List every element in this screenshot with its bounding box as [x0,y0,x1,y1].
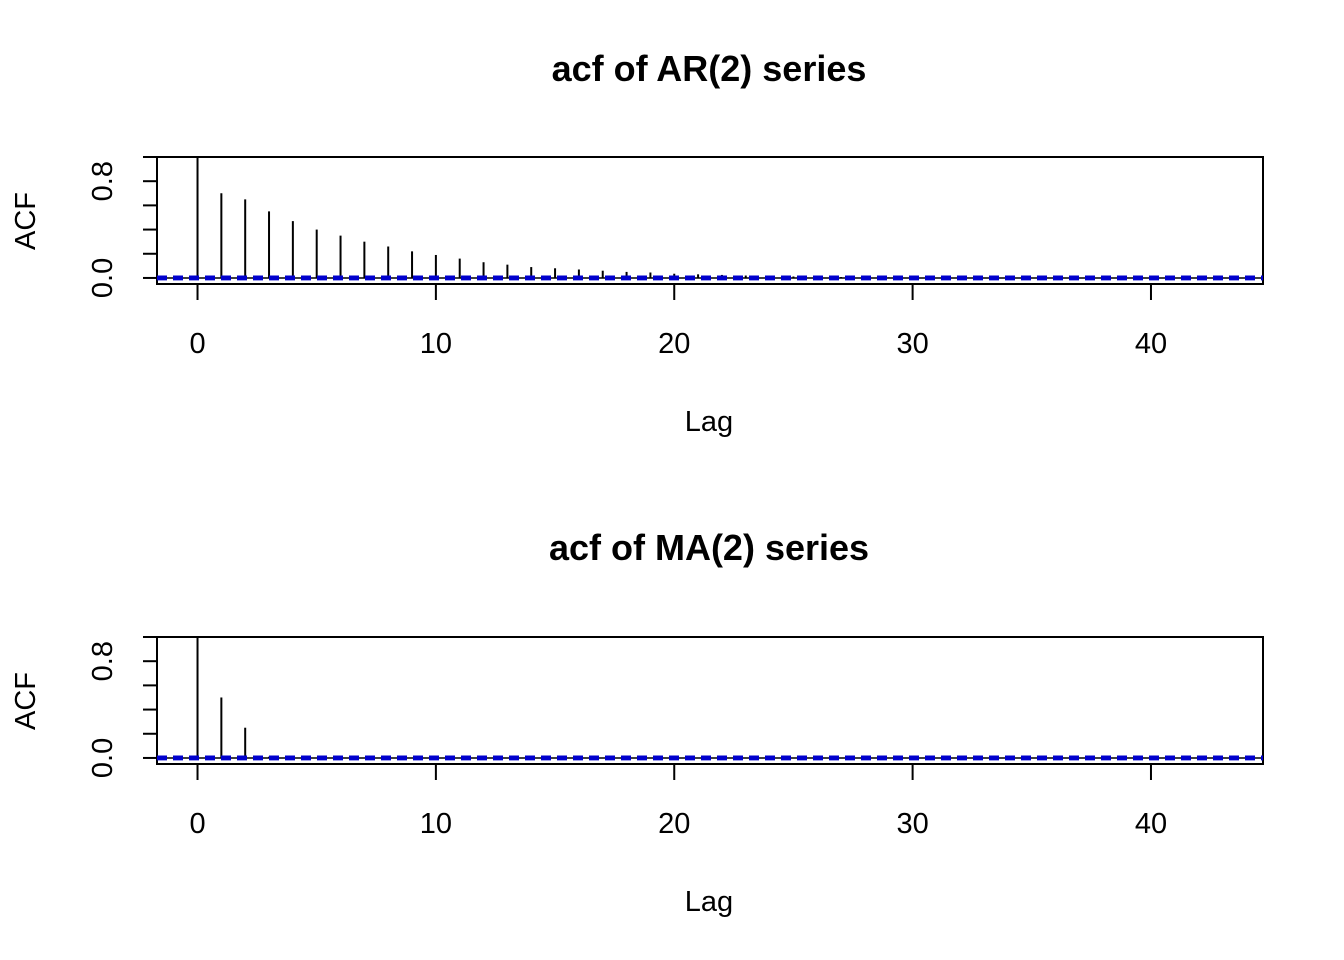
ma2-acf-panel: acf of MA(2) series Lag ACF 0.0 0.8 0 10 20 3… [10,527,1264,918]
ar2-chart-title: acf of AR(2) series [552,48,867,89]
ma2-plot-area: 0.0 0.8 0 10 20 30 40 [87,636,1264,840]
ar2-x-tick-label: 20 [658,328,690,360]
ma2-x-tick-label: 0 [189,808,205,840]
ma2-y-tick-label: 0.8 [87,641,119,681]
ma2-x-axis-label: Lag [685,886,733,918]
ar2-x-axis-label: Lag [685,406,733,438]
ar2-plot-frame [156,156,1264,285]
ar2-acf-panel: acf of AR(2) series Lag ACF 0.0 0.8 0 10 20 3… [10,48,1264,438]
ma2-x-tick-label: 40 [1135,808,1167,840]
ma2-x-tick-label: 30 [896,808,928,840]
ar2-plot-area: 0.0 0.8 0 10 20 30 40 [87,156,1264,360]
ma2-y-axis-label: ACF [10,672,42,730]
ma2-x-tick-label: 10 [420,808,452,840]
ar2-y-tick-label: 0.8 [87,161,119,201]
ar2-y-tick-label: 0.0 [87,258,119,298]
ma2-plot-frame [156,636,1264,765]
ar2-x-tick-label: 0 [189,328,205,360]
ar2-x-tick-label: 40 [1135,328,1167,360]
ma2-y-tick-label: 0.0 [87,738,119,778]
ar2-y-axis-label: ACF [10,192,42,250]
ma2-x-tick-label: 20 [658,808,690,840]
ar2-x-tick-label: 10 [420,328,452,360]
ma2-chart-title: acf of MA(2) series [549,527,869,568]
ar2-x-tick-label: 30 [896,328,928,360]
